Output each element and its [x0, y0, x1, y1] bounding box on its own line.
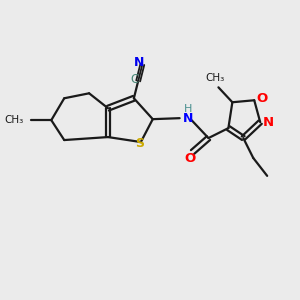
Text: S: S [135, 136, 144, 149]
Text: CH₃: CH₃ [4, 115, 23, 125]
Text: CH₃: CH₃ [206, 74, 225, 83]
Text: O: O [256, 92, 268, 105]
Text: C: C [130, 74, 138, 86]
Text: H: H [183, 104, 192, 114]
Text: O: O [184, 152, 195, 166]
Text: N: N [134, 56, 145, 69]
Text: N: N [262, 116, 274, 129]
Text: N: N [182, 112, 193, 125]
